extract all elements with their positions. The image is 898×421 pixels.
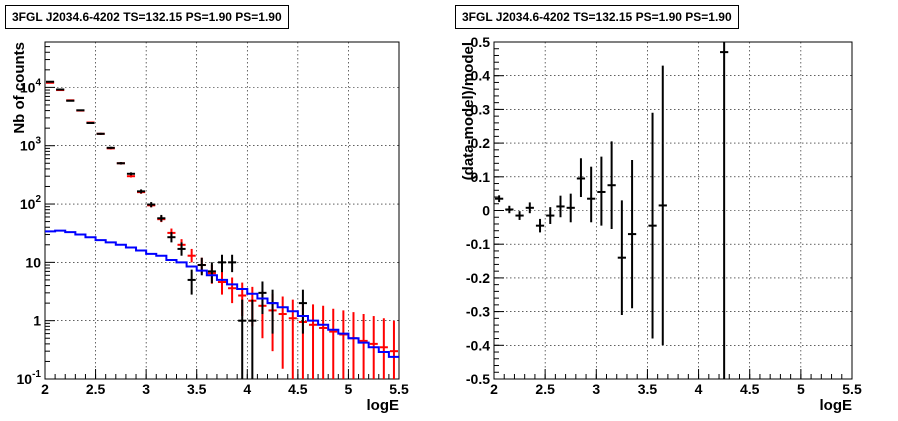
data-point [46,80,55,83]
y-tick-label: 0.1 [471,169,491,185]
data-point [556,195,565,218]
x-tick-label: 3 [592,381,600,397]
data-point [167,232,176,243]
x-tick-label: 5.5 [389,381,409,397]
y-tick-label: 103 [20,136,42,154]
model-point [278,296,287,369]
y-tick-label: 10-1 [17,369,42,387]
x-tick-label: 3.5 [187,381,207,397]
x-tick-label: 2.5 [535,381,555,397]
y-tick-label: 0.5 [471,34,491,50]
x-tick-label: 5.5 [842,381,862,397]
y-tick-label: -0.2 [466,270,490,286]
data-point [515,211,524,220]
data-point [197,257,206,276]
x-axis-label: logE [820,397,853,414]
y-tick-label: -0.1 [466,236,490,252]
data-point [217,254,227,273]
data-point [126,172,136,176]
data-point [228,254,237,273]
data-point [505,205,514,214]
x-tick-label: 5 [345,381,353,397]
data-point [648,112,657,339]
data-point [137,189,146,194]
y-tick-label: 104 [20,77,42,95]
data-point [720,42,729,379]
data-point [248,299,257,379]
y-axis-label: Nb of counts [11,42,28,134]
model-step-line [45,229,399,358]
y-tick-label: 0 [482,203,490,219]
x-tick-label: 2.5 [86,381,106,397]
y-tick-label: 102 [20,194,42,212]
model-point [329,308,338,379]
x-tick-label: 5 [797,381,805,397]
x-axis-label: logE [367,397,400,414]
data-point [177,242,186,256]
y-tick-label: 10 [25,254,41,270]
model-point [359,314,368,379]
model-point [228,277,237,304]
y-tick-label: 0.4 [471,68,491,84]
data-point [238,299,247,379]
data-point [298,289,307,334]
x-tick-label: 4.5 [740,381,760,397]
x-tick-label: 3 [142,381,150,397]
data-point [147,202,156,208]
x-tick-label: 4 [695,381,703,397]
x-tick-label: 4 [243,381,251,397]
data-point [56,88,65,91]
data-point [546,207,555,224]
x-tick-label: 2 [490,381,498,397]
chart-1: 2 2.5 3 3.5 4 4.5 5 5.5 -0.5 -0.4 -0.3 -0.2 -0.1 0 0.1… [460,34,862,414]
y-tick-label: -0.3 [466,304,490,320]
data-point [607,141,616,230]
data-point [535,218,545,233]
plot-frame [493,41,853,380]
y-tick-label: 0.3 [471,101,491,117]
x-tick-label: 4.5 [288,381,308,397]
model-point [187,248,196,263]
y-tick-label: -0.4 [466,337,490,353]
y-tick-label: 0.2 [471,135,491,151]
data-point [617,200,626,315]
model-point [379,318,388,379]
y-tick-label: 1 [33,313,41,329]
data-point [627,159,637,309]
model-point [319,305,328,379]
x-tick-label: 3.5 [638,381,658,397]
data-point [106,146,115,149]
model-point [389,320,398,379]
data-point [86,122,95,125]
data-point [157,214,166,222]
model-point [288,299,297,379]
model-point [217,271,227,295]
y-axis-label: (data-model)/model [460,42,477,180]
data-point [525,202,534,214]
chart-0: 2 2.5 3 3.5 4 4.5 5 5.5 10-1 1 10 102 103 104 logE Nb o… [11,41,409,414]
data-point [597,156,606,226]
data-point [658,65,667,346]
data-point [566,193,575,223]
plot-frame [44,41,400,380]
data-point [495,195,504,203]
y-tick-label: -0.5 [466,371,490,387]
data-point [116,162,125,165]
model-point [126,174,136,178]
model-point [308,304,318,379]
right-chart-title: 3FGL J2034.6-4202 TS=132.15 PS=1.90 PS=1… [455,5,739,29]
data-point [76,109,85,112]
data-point [207,262,216,284]
data-point [587,166,596,223]
x-tick-label: 2 [41,381,49,397]
data-point [96,132,105,135]
data-point [66,99,75,102]
left-chart-title: 3FGL J2034.6-4202 TS=132.15 PS=1.90 PS=1… [5,5,289,29]
data-point [187,269,196,295]
data-point [576,158,586,198]
